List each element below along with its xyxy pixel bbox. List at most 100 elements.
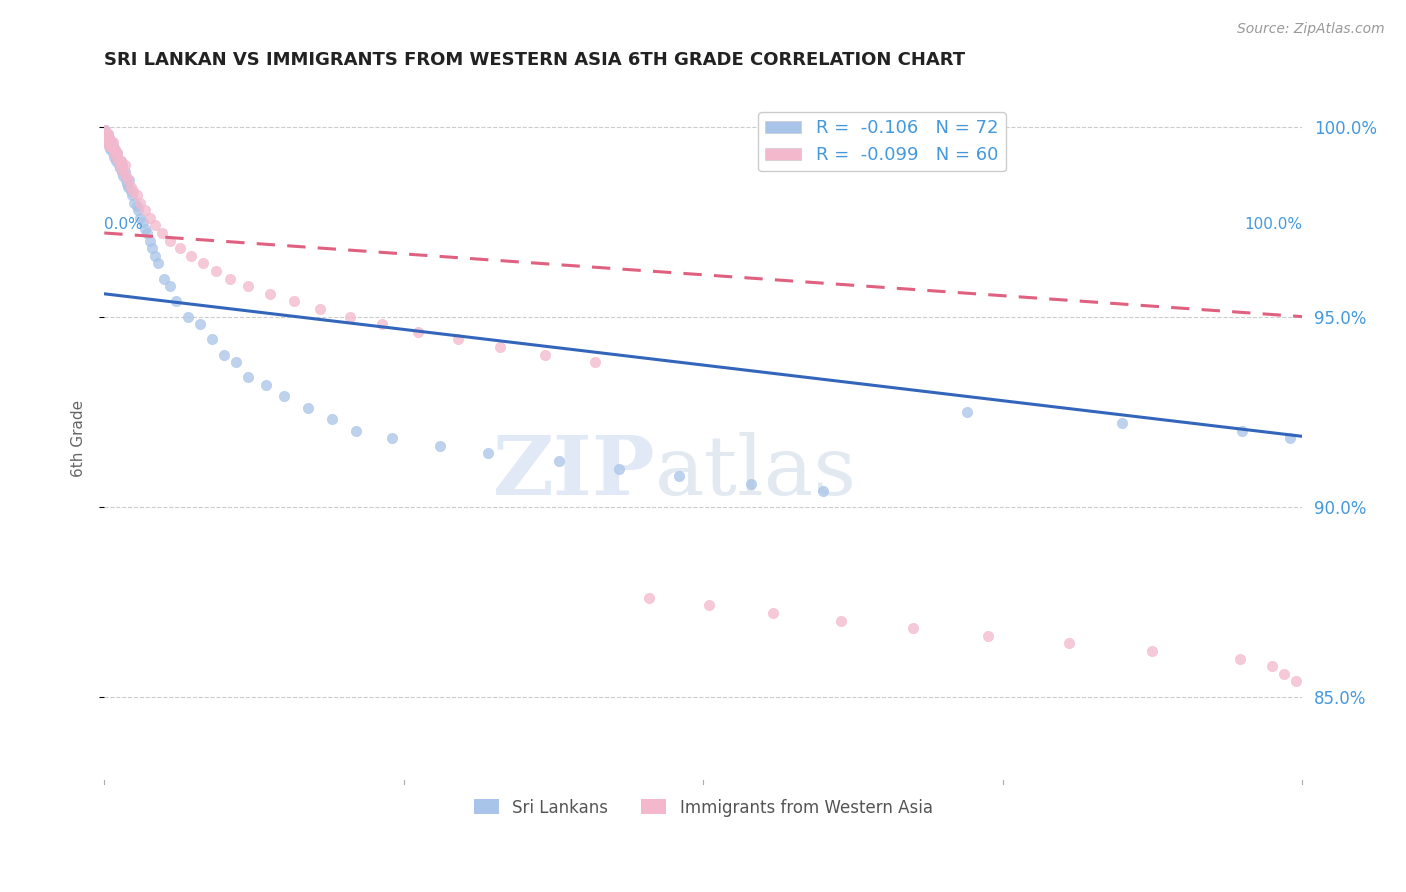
Point bbox=[100, 142, 122, 156]
Point bbox=[112, 169, 135, 183]
Point bbox=[98, 142, 121, 156]
Point bbox=[111, 157, 134, 171]
Point bbox=[429, 439, 451, 453]
Point bbox=[283, 294, 305, 309]
Point bbox=[1111, 416, 1133, 430]
Point bbox=[188, 317, 211, 331]
Point bbox=[111, 161, 134, 176]
Point bbox=[143, 249, 166, 263]
Point bbox=[108, 161, 131, 176]
Point bbox=[94, 123, 117, 137]
Point bbox=[762, 606, 785, 620]
Point bbox=[96, 127, 118, 141]
Y-axis label: 6th Grade: 6th Grade bbox=[72, 400, 86, 477]
Point bbox=[110, 153, 132, 168]
Point bbox=[321, 412, 343, 426]
Point bbox=[105, 150, 128, 164]
Point bbox=[94, 123, 117, 137]
Point bbox=[406, 325, 429, 339]
Point bbox=[344, 424, 367, 438]
Point bbox=[98, 135, 121, 149]
Point bbox=[136, 226, 159, 240]
Point bbox=[143, 219, 166, 233]
Point bbox=[107, 146, 129, 161]
Point bbox=[125, 188, 148, 202]
Point bbox=[1285, 674, 1308, 689]
Point bbox=[115, 177, 138, 191]
Point bbox=[225, 355, 247, 369]
Point bbox=[98, 131, 121, 145]
Point bbox=[101, 146, 124, 161]
Text: atlas: atlas bbox=[655, 433, 858, 512]
Point bbox=[447, 332, 470, 346]
Point bbox=[96, 131, 118, 145]
Point bbox=[956, 404, 979, 418]
Point bbox=[381, 431, 404, 445]
Point bbox=[1261, 659, 1284, 673]
Point bbox=[548, 454, 571, 468]
Point bbox=[219, 271, 242, 285]
Point bbox=[96, 131, 118, 145]
Point bbox=[97, 127, 120, 141]
Point bbox=[811, 484, 834, 499]
Point bbox=[104, 146, 127, 161]
Point bbox=[125, 199, 148, 213]
Point bbox=[236, 279, 259, 293]
Point bbox=[371, 317, 394, 331]
Point bbox=[177, 310, 200, 324]
Point bbox=[101, 138, 124, 153]
Point bbox=[98, 131, 121, 145]
Point bbox=[101, 135, 124, 149]
Point bbox=[122, 195, 145, 210]
Point bbox=[191, 256, 214, 270]
Text: Source: ZipAtlas.com: Source: ZipAtlas.com bbox=[1237, 22, 1385, 37]
Point bbox=[583, 355, 606, 369]
Point bbox=[98, 138, 121, 153]
Point bbox=[159, 279, 181, 293]
Point bbox=[180, 249, 202, 263]
Point bbox=[830, 614, 852, 628]
Point bbox=[114, 157, 136, 171]
Point bbox=[204, 264, 226, 278]
Point bbox=[165, 294, 187, 309]
Point bbox=[117, 173, 139, 187]
Point bbox=[101, 142, 124, 156]
Point bbox=[98, 138, 121, 153]
Point bbox=[96, 127, 118, 141]
Point bbox=[134, 203, 156, 218]
Point bbox=[901, 621, 924, 635]
Point bbox=[148, 256, 170, 270]
Point bbox=[105, 153, 128, 168]
Point bbox=[129, 195, 152, 210]
Point bbox=[1057, 636, 1080, 650]
Point bbox=[609, 461, 631, 475]
Text: 100.0%: 100.0% bbox=[1244, 217, 1302, 232]
Point bbox=[107, 146, 129, 161]
Point bbox=[114, 165, 136, 179]
Text: ZIP: ZIP bbox=[492, 433, 655, 512]
Point bbox=[115, 173, 138, 187]
Point bbox=[259, 286, 281, 301]
Point bbox=[112, 165, 135, 179]
Point bbox=[107, 153, 129, 168]
Point bbox=[129, 211, 152, 225]
Point bbox=[273, 389, 295, 403]
Point bbox=[98, 135, 121, 149]
Point bbox=[309, 301, 332, 316]
Point bbox=[127, 203, 149, 218]
Point bbox=[108, 157, 131, 171]
Point bbox=[103, 146, 125, 161]
Point bbox=[105, 150, 128, 164]
Point bbox=[139, 211, 162, 225]
Point bbox=[236, 370, 259, 384]
Point bbox=[1279, 431, 1302, 445]
Point bbox=[121, 188, 143, 202]
Point bbox=[668, 469, 690, 483]
Point bbox=[638, 591, 661, 605]
Point bbox=[120, 184, 142, 198]
Point bbox=[100, 138, 122, 153]
Point bbox=[254, 378, 277, 392]
Point bbox=[134, 222, 156, 236]
Text: SRI LANKAN VS IMMIGRANTS FROM WESTERN ASIA 6TH GRADE CORRELATION CHART: SRI LANKAN VS IMMIGRANTS FROM WESTERN AS… bbox=[104, 51, 966, 69]
Point bbox=[153, 271, 176, 285]
